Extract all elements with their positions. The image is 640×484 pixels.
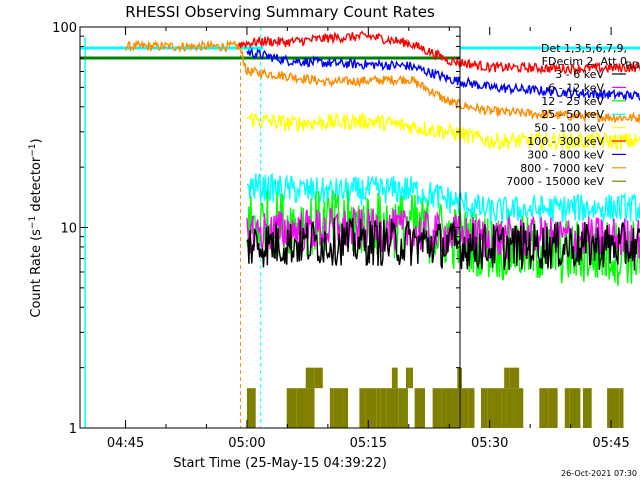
series-7000-15000-mark <box>513 388 524 428</box>
series-7000-15000-mark <box>333 388 343 428</box>
legend-label: 50 - 100 keV <box>534 122 604 135</box>
series-7000-15000-mark <box>501 388 507 428</box>
series-7000-15000-mark <box>459 388 469 428</box>
x-tick-label: 05:30 <box>471 436 508 451</box>
flag-label: RD <box>625 61 640 72</box>
legend-label: 12 - 25 keV <box>541 95 604 108</box>
series-7000-15000-mark <box>386 388 399 428</box>
chart-title: RHESSI Observing Summary Count Rates <box>125 3 435 21</box>
series-3-6kev <box>246 217 640 271</box>
legend-label: 6 - 12 keV <box>548 81 604 94</box>
legend-label: 25 - 50 keV <box>541 108 604 121</box>
series-7000-15000-mark <box>380 388 387 428</box>
series-7000-15000-mark <box>398 388 408 428</box>
y-label-part: ) <box>29 138 44 143</box>
series-trace <box>246 217 640 271</box>
y-label-part: Count Rate (s <box>29 229 44 318</box>
series-100-300kev <box>238 30 640 75</box>
series-7000-15000-mark <box>487 388 493 428</box>
series-7000-15000-mark <box>504 367 510 389</box>
legend-label: 800 - 7000 keV <box>520 162 604 175</box>
series-7000-15000-mark <box>406 367 410 389</box>
x-tick-label: 04:45 <box>107 436 144 451</box>
series-7000-15000-mark <box>359 388 366 428</box>
series-7000-15000-mark <box>391 367 398 389</box>
x-tick-label: 05:00 <box>228 436 265 451</box>
x-tick-label: 05:45 <box>592 436 629 451</box>
series-7000-15000-mark <box>468 388 475 428</box>
legend-label: 3 - 6 keV <box>555 68 604 81</box>
legend-label: 7000 - 15000 keV <box>506 175 604 188</box>
series-7000-15000-mark <box>409 367 413 389</box>
legend-header-line: Det 1,3,5,6,7,9, <box>541 42 627 55</box>
y-axis-label: Count Rate (s−1 detector−1) <box>28 138 44 317</box>
y-label-exponent: −1 <box>28 216 38 229</box>
series-7000-15000-mark <box>582 388 592 428</box>
y-label-exponent: −1 <box>28 143 38 156</box>
legend-label: 300 - 800 keV <box>527 148 604 161</box>
series-7000-15000-mark <box>441 388 451 428</box>
series-25-50kev <box>246 172 640 225</box>
series-7000-15000-mark <box>414 388 425 428</box>
series-7000-15000-mark <box>296 388 307 428</box>
y-label-part: detector <box>29 156 44 216</box>
legend: Det 1,3,5,6,7,9, FDecim 2, Att 0 3 - 6 k… <box>506 42 627 188</box>
series-7000-15000-mark <box>506 388 514 428</box>
y-tick-label: 1 <box>69 422 77 437</box>
series-7000-15000-mark <box>246 388 256 428</box>
series-trace <box>246 172 640 225</box>
series-7000-15000-mark <box>342 388 349 428</box>
series-trace <box>124 39 640 125</box>
y-tick-label: 100 <box>52 21 77 36</box>
series-trace <box>238 30 640 75</box>
series-50-100kev <box>246 111 640 152</box>
series-7000-15000-mark <box>541 388 549 428</box>
series-7000-15000-mark <box>509 367 520 389</box>
series-300-800kev <box>246 47 640 102</box>
series-800-7000kev <box>124 39 640 125</box>
series-7000-15000-mark <box>432 388 442 428</box>
legend-header-line: FDecim 2, Att 0 <box>542 55 627 68</box>
series-7000-15000-mark <box>569 388 581 428</box>
series-7000-15000-mark <box>365 388 377 428</box>
series-7000-15000-mark <box>619 388 624 428</box>
series-7000-15000-mark <box>480 388 488 428</box>
series-7000-15000-mark <box>286 388 297 428</box>
legend-label: 100 - 300 keV <box>527 135 604 148</box>
series-trace <box>246 47 640 102</box>
series-7000-15000-mark <box>306 388 315 428</box>
series-7000-15000-mark <box>492 388 502 428</box>
series-trace <box>246 111 640 152</box>
series-7000-15000-mark <box>450 388 460 428</box>
series-7000-15000-mark <box>564 388 570 428</box>
series-7000-15000-mark <box>376 388 381 428</box>
timestamp: 26-Oct-2021 07:30 <box>561 469 637 478</box>
series-7000-15000-mark <box>607 388 620 428</box>
series-7000-15000-mark <box>548 388 558 428</box>
x-tick-label: 05:15 <box>350 436 387 451</box>
x-axis-label: Start Time (25-May-15 04:39:22) <box>173 456 387 471</box>
series-7000-15000-mark <box>329 388 334 428</box>
y-tick-label: 10 <box>60 222 77 237</box>
series-7000-15000-mark <box>314 367 323 389</box>
series-7000-15000-mark <box>539 388 542 428</box>
series-7000-15000-mark <box>305 367 315 389</box>
